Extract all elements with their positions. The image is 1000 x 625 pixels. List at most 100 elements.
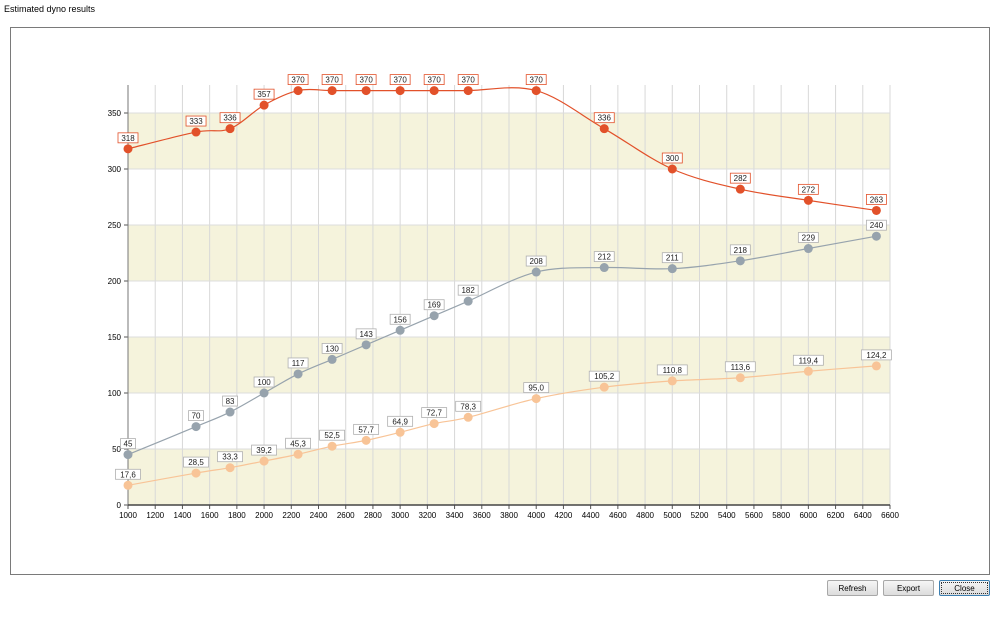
series-2-label-box (389, 313, 411, 325)
series-2-label-box (287, 357, 309, 369)
series-3-data-label: 39,2 (256, 446, 272, 455)
series-1-data-label: 370 (393, 76, 407, 85)
series-2-label-box (797, 232, 819, 243)
series-1-label-box (355, 74, 377, 85)
x-tick-label: 4000 (527, 511, 545, 520)
y-tick-label: 150 (108, 333, 122, 342)
x-tick-label: 5000 (663, 511, 681, 520)
refresh-button[interactable]: Refresh (827, 580, 878, 596)
series-3-label-box (724, 361, 756, 373)
y-tick-label: 300 (108, 165, 122, 174)
x-tick-label: 2600 (337, 511, 355, 520)
series-3-label-box (387, 415, 414, 427)
series-3-point (361, 435, 371, 445)
series-2-data-label: 182 (461, 286, 475, 295)
series-2-label-box (457, 284, 479, 296)
series-3-data-label: 119,4 (799, 356, 819, 365)
series-1-point (871, 205, 881, 215)
x-tick-label: 4800 (636, 511, 654, 520)
series-2-data-label: 45 (124, 440, 133, 449)
series-2-data-label: 229 (802, 234, 816, 243)
close-button[interactable]: Close (939, 580, 990, 596)
series-3-data-label: 64,9 (392, 417, 408, 426)
series-3-point (259, 456, 269, 466)
y-tick-label: 0 (117, 501, 122, 510)
series-1-point (225, 124, 235, 134)
series-3-point (531, 394, 541, 404)
series-1-label-box (593, 112, 615, 124)
series-2-data-label: 117 (292, 359, 305, 368)
series-1-point (667, 164, 677, 174)
x-tick-label: 2000 (255, 511, 273, 520)
series-2-point (361, 340, 371, 350)
series-1-data-label: 357 (257, 90, 271, 99)
series-1-point (463, 86, 473, 96)
series-3-point (191, 468, 201, 478)
series-1-data-label: 318 (121, 134, 135, 143)
series-2-data-label: 156 (393, 315, 407, 324)
series-3-point (667, 376, 677, 386)
series-1-data-label: 370 (530, 76, 544, 85)
x-tick-label: 1600 (201, 511, 219, 520)
series-1-point (259, 100, 269, 110)
series-1-point (123, 144, 133, 154)
series-2-label-box (321, 342, 343, 354)
series-1-point (531, 86, 541, 96)
series-3-label-box (523, 382, 550, 394)
series-3-data-label: 28,5 (188, 458, 204, 467)
series-3-label-box (455, 400, 482, 412)
series-2-data-label: 212 (598, 253, 612, 262)
series-1-data-label: 370 (325, 76, 339, 85)
series-3-point (429, 419, 439, 429)
series-3-data-label: 105,2 (594, 372, 615, 381)
series-3-label-box (353, 423, 380, 435)
x-tick-label: 1000 (119, 511, 137, 520)
series-2-point (293, 369, 303, 379)
series-2-data-label: 208 (530, 257, 544, 266)
series-1-label-box (865, 194, 887, 205)
series-2-point (599, 263, 609, 273)
series-1-point (429, 86, 439, 96)
x-tick-label: 3000 (391, 511, 409, 520)
y-tick-label: 250 (108, 221, 122, 230)
series-2-point (123, 450, 133, 460)
series-2-label-box (423, 299, 445, 311)
series-2-label-box (120, 438, 136, 450)
plot-frame: 1000 1200 1400 1600 1800 2000 2200 2400 2600 2800… (10, 27, 990, 575)
chart-data-labels: 318 333 336 357 370 370 370 370 370 370 370 336 300 2… (115, 74, 892, 480)
series-3-point (803, 366, 813, 376)
series-1-label-box (729, 172, 751, 184)
series-1-label-box (423, 74, 445, 85)
series-1-point (395, 86, 405, 96)
series-3-label-box (860, 349, 892, 361)
series-3-data-label: 57,7 (358, 425, 374, 434)
x-tick-label: 6600 (881, 511, 899, 520)
x-tick-label: 1200 (146, 511, 164, 520)
export-button[interactable]: Export (883, 580, 934, 596)
x-tick-label: 2800 (364, 511, 382, 520)
series-3-point (599, 382, 609, 392)
series-1-label-box (797, 183, 819, 195)
series-3-data-label: 124,2 (866, 351, 887, 360)
series-2-label-box (188, 410, 204, 422)
x-tick-label: 4400 (582, 511, 600, 520)
series-3-data-label: 33,3 (222, 453, 238, 462)
chart-axes: 1000 1200 1400 1600 1800 2000 2200 2400 2600 2800… (108, 85, 899, 520)
series-2-point (803, 244, 813, 254)
series-3-label-box (421, 407, 448, 418)
series-2-data-label: 143 (359, 330, 373, 339)
series-2-data-label: 218 (734, 246, 748, 255)
series-3-point (735, 373, 745, 383)
series-1-label-box (321, 74, 343, 85)
series-1-point (293, 86, 303, 96)
series-2-point (463, 296, 473, 306)
x-tick-label: 5800 (772, 511, 790, 520)
series-2-data-label: 70 (192, 412, 201, 421)
series-3-point (871, 361, 881, 371)
series-2-point (429, 311, 439, 321)
x-tick-label: 1400 (174, 511, 192, 520)
series-3-point (327, 441, 337, 451)
series-1-data-label: 370 (291, 76, 305, 85)
x-tick-label: 5400 (718, 511, 736, 520)
x-tick-label: 2400 (310, 511, 328, 520)
